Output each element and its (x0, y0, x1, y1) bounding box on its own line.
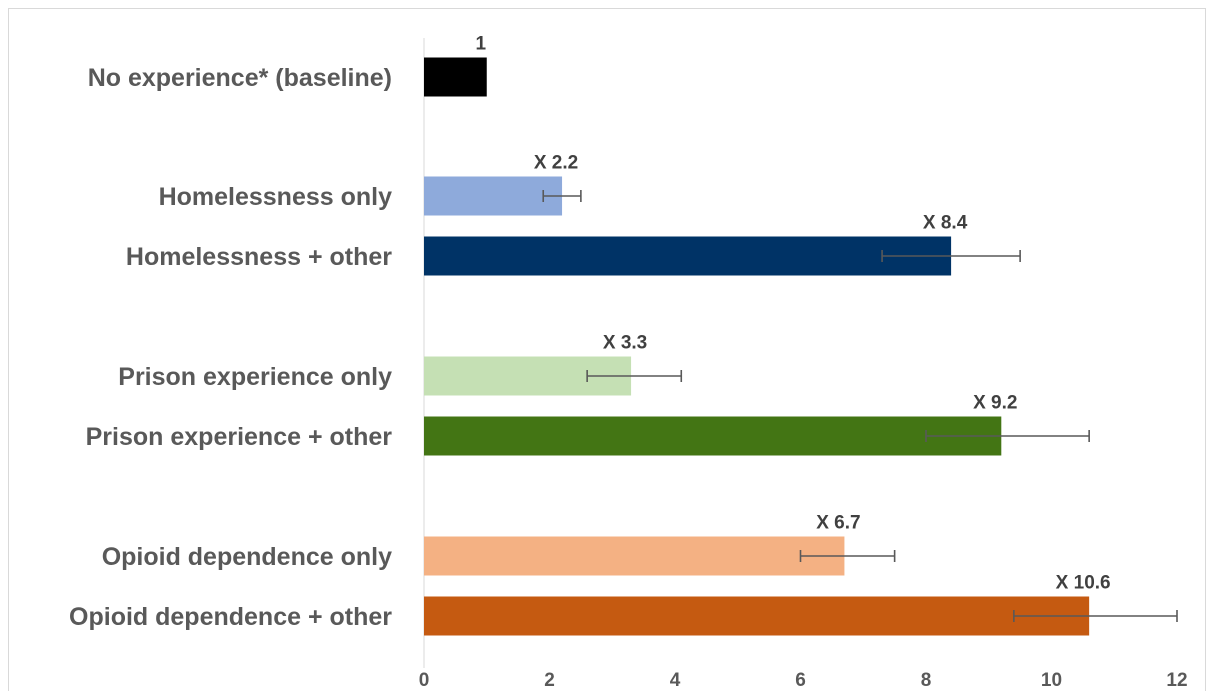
data-label-homelessness-other: X 8.4 (923, 213, 968, 234)
bar-homelessness-other (424, 236, 952, 276)
data-label-prison-experience-only: X 3.3 (603, 333, 647, 354)
data-label-prison-experience-other: X 9.2 (973, 393, 1017, 414)
data-label-homelessness-only: X 2.2 (534, 153, 578, 174)
category-label-homelessness-only: Homelessness only (159, 183, 393, 211)
bar-homelessness-only (424, 176, 563, 216)
category-label-prison-experience-other: Prison experience + other (86, 423, 393, 451)
x-tick-label-4: 4 (670, 670, 681, 691)
x-tick-label-8: 8 (921, 670, 932, 691)
x-tick-label-6: 6 (795, 670, 806, 691)
category-label-no-experience-baseline: No experience* (baseline) (88, 64, 392, 92)
bar-opioid-dependence-other (424, 596, 1090, 636)
x-tick-label-2: 2 (544, 670, 555, 691)
data-label-opioid-dependence-other: X 10.6 (1056, 573, 1111, 594)
bar-opioid-dependence-only (424, 536, 845, 576)
category-label-prison-experience-only: Prison experience only (118, 363, 392, 391)
bar-prison-experience-other (424, 416, 1002, 456)
x-tick-label-10: 10 (1041, 670, 1062, 691)
data-label-no-experience-baseline: 1 (475, 34, 486, 55)
x-tick-label-0: 0 (419, 670, 430, 691)
category-label-opioid-dependence-only: Opioid dependence only (102, 543, 392, 571)
category-label-opioid-dependence-other: Opioid dependence + other (69, 603, 392, 631)
bar-no-experience-baseline (424, 57, 487, 97)
category-label-homelessness-other: Homelessness + other (126, 243, 392, 271)
chart-frame (8, 8, 1206, 691)
data-label-opioid-dependence-only: X 6.7 (816, 513, 860, 534)
x-tick-label-12: 12 (1166, 670, 1187, 691)
